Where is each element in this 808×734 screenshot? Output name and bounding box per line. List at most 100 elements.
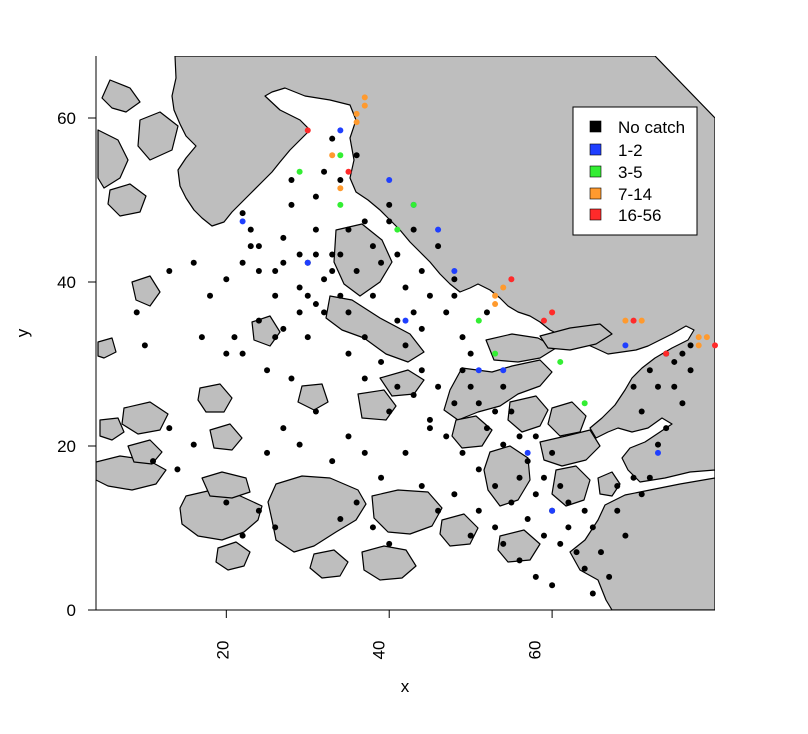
- point-no-catch: [223, 499, 230, 506]
- point-no-catch: [418, 267, 425, 274]
- point-1-2: [435, 226, 442, 233]
- point-no-catch: [435, 383, 442, 390]
- point-no-catch: [687, 367, 694, 374]
- point-no-catch: [337, 177, 344, 184]
- point-1-2: [451, 267, 458, 274]
- island-central-1: [333, 223, 393, 297]
- point-no-catch: [239, 210, 246, 217]
- point-no-catch: [622, 532, 629, 539]
- point-no-catch: [255, 507, 262, 514]
- legend-label: 1-2: [618, 141, 643, 160]
- x-tick-label: 20: [213, 641, 232, 660]
- point-no-catch: [304, 334, 311, 341]
- x-axis-title: x: [401, 677, 410, 696]
- point-no-catch: [492, 524, 499, 531]
- island-south-mid-1: [209, 423, 243, 451]
- point-no-catch: [239, 259, 246, 266]
- point-no-catch: [589, 590, 596, 597]
- point-no-catch: [606, 573, 613, 580]
- point-1-2: [524, 449, 531, 456]
- island-mid-east-1: [443, 359, 553, 421]
- point-no-catch: [630, 383, 637, 390]
- point-no-catch: [426, 292, 433, 299]
- point-no-catch: [573, 549, 580, 556]
- point-no-catch: [190, 441, 197, 448]
- point-no-catch: [361, 449, 368, 456]
- island-south-west-4: [99, 417, 125, 441]
- x-tick-label: 40: [369, 641, 388, 660]
- point-no-catch: [500, 383, 507, 390]
- point-no-catch: [329, 135, 336, 142]
- point-no-catch: [369, 243, 376, 250]
- point-no-catch: [312, 193, 319, 200]
- island-mid-east-2: [485, 333, 557, 363]
- point-no-catch: [418, 482, 425, 489]
- island-south-east-3: [551, 465, 591, 507]
- point-no-catch: [581, 565, 588, 572]
- point-7-14: [703, 334, 710, 341]
- island-south-5: [309, 549, 349, 579]
- point-no-catch: [239, 350, 246, 357]
- point-no-catch: [378, 474, 385, 481]
- point-7-14: [500, 284, 507, 291]
- point-no-catch: [312, 301, 319, 308]
- point-16-56: [345, 168, 352, 175]
- island-west-3: [137, 111, 179, 161]
- point-no-catch: [687, 342, 694, 349]
- point-no-catch: [516, 433, 523, 440]
- point-no-catch: [646, 367, 653, 374]
- point-no-catch: [500, 441, 507, 448]
- point-no-catch: [353, 267, 360, 274]
- island-south-west-2: [121, 401, 169, 435]
- x-axis: 20 40 60 x: [96, 609, 715, 696]
- island-south-west-5: [127, 439, 163, 465]
- point-no-catch: [467, 383, 474, 390]
- point-no-catch: [296, 441, 303, 448]
- point-no-catch: [540, 474, 547, 481]
- island-west-6: [97, 337, 117, 359]
- island-west-2: [97, 129, 129, 189]
- point-1-2: [475, 367, 482, 374]
- point-no-catch: [483, 309, 490, 316]
- point-no-catch: [508, 499, 515, 506]
- point-no-catch: [394, 317, 401, 324]
- point-7-14: [492, 292, 499, 299]
- point-no-catch: [654, 383, 661, 390]
- point-3-5: [492, 350, 499, 357]
- point-no-catch: [166, 425, 173, 432]
- point-16-56: [549, 309, 556, 316]
- point-no-catch: [492, 482, 499, 489]
- point-1-2: [654, 449, 661, 456]
- point-no-catch: [223, 350, 230, 357]
- point-no-catch: [312, 408, 319, 415]
- point-no-catch: [467, 350, 474, 357]
- island-south-east-2: [483, 445, 531, 507]
- point-no-catch: [255, 243, 262, 250]
- point-no-catch: [630, 474, 637, 481]
- point-no-catch: [378, 259, 385, 266]
- point-no-catch: [378, 358, 385, 365]
- island-south-7: [201, 471, 251, 499]
- point-no-catch: [361, 334, 368, 341]
- point-3-5: [410, 201, 417, 208]
- point-1-2: [386, 177, 393, 184]
- point-no-catch: [671, 358, 678, 365]
- island-central-3: [379, 369, 425, 397]
- point-no-catch: [394, 251, 401, 258]
- point-no-catch: [345, 350, 352, 357]
- point-no-catch: [386, 540, 393, 547]
- point-no-catch: [500, 540, 507, 547]
- y-tick-label: 0: [67, 601, 76, 620]
- point-no-catch: [475, 466, 482, 473]
- point-no-catch: [288, 375, 295, 382]
- island-west-4: [107, 183, 147, 217]
- island-south-4: [361, 545, 417, 581]
- legend-label: 3-5: [618, 163, 643, 182]
- point-no-catch: [141, 342, 148, 349]
- island-west-1: [101, 79, 141, 113]
- point-no-catch: [337, 516, 344, 523]
- point-16-56: [663, 350, 670, 357]
- island-south-mid-3: [497, 529, 541, 563]
- point-no-catch: [207, 292, 214, 299]
- point-no-catch: [353, 499, 360, 506]
